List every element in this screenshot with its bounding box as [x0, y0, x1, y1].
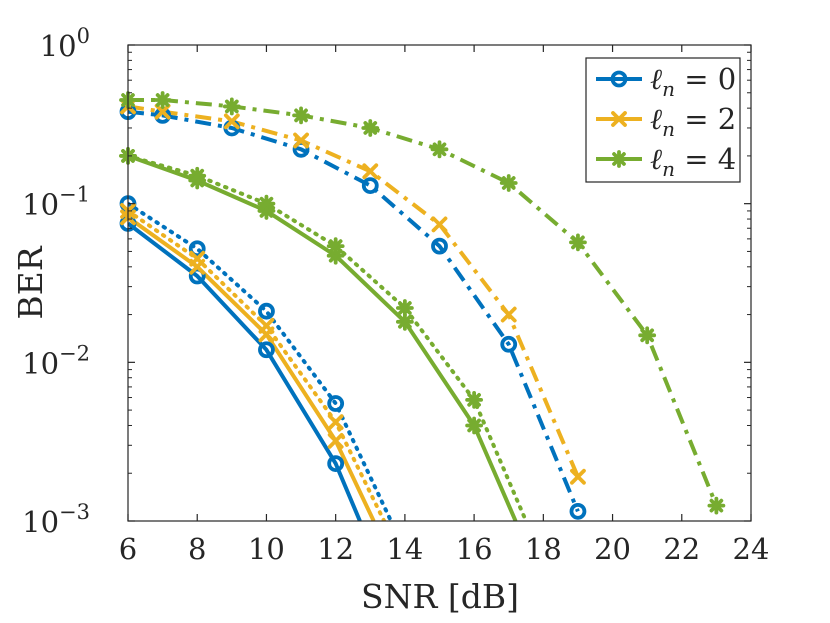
data-point-5-7 [570, 468, 586, 485]
y-axis-label: BER [11, 245, 50, 319]
data-point-4-2 [258, 317, 275, 334]
legend-marker-0 [610, 70, 628, 88]
data-point-8-1 [153, 91, 172, 109]
series-line-0 [128, 221, 362, 521]
x-tick-label-8: 22 [663, 532, 700, 566]
x-tick-label-5: 16 [456, 532, 493, 566]
legend-entry-2: ℓn = 4 [596, 142, 736, 181]
x-axis-label: SNR [dB] [361, 577, 519, 616]
data-point-7-1 [188, 166, 207, 185]
data-point-8-6 [499, 174, 518, 192]
legend-entry-0: ℓn = 0 [596, 62, 736, 101]
data-point-5-6 [500, 306, 517, 323]
data-point-5-5 [431, 216, 448, 233]
x-tick-label-7: 20 [594, 532, 631, 566]
x-tick-label-3: 12 [317, 532, 354, 566]
data-point-4-1 [189, 250, 206, 267]
marker-layer [119, 91, 726, 520]
data-point-8-5 [430, 140, 449, 159]
x-tick-label-9: 24 [733, 532, 770, 566]
axes [127, 44, 752, 522]
data-point-8-4 [361, 119, 380, 137]
series-line-8 [128, 98, 719, 507]
data-point-8-7 [569, 233, 587, 252]
data-point-6-4 [395, 312, 414, 331]
data-point-7-5 [465, 390, 484, 409]
legend: ℓn = 0ℓn = 2ℓn = 4 [585, 57, 741, 183]
legend-label-2: ℓn = 4 [650, 142, 736, 181]
x-tick-label-1: 8 [188, 532, 206, 566]
data-point-5-4 [362, 163, 379, 180]
x-tick-label-4: 14 [386, 532, 423, 566]
series-line-2 [128, 109, 580, 513]
data-point-8-9 [707, 496, 726, 515]
series-line-5 [128, 104, 580, 478]
data-point-8-8 [638, 326, 657, 345]
data-point-5-2 [223, 113, 240, 130]
legend-marker-2 [610, 150, 628, 168]
data-point-7-4 [395, 299, 414, 317]
data-point-7-2 [257, 194, 276, 213]
legend-marker-1 [611, 111, 627, 127]
x-tick-label-0: 6 [119, 532, 137, 566]
data-point-0-2 [258, 341, 275, 359]
data-point-0-1 [188, 267, 206, 285]
data-point-0-3 [327, 455, 345, 473]
data-point-5-3 [293, 132, 309, 149]
data-point-2-5 [431, 237, 448, 255]
legend-entry-1: ℓn = 2 [596, 102, 736, 141]
data-point-2-4 [361, 177, 379, 194]
x-tick-label-2: 10 [248, 532, 285, 566]
data-point-8-2 [222, 97, 241, 116]
data-point-2-6 [500, 335, 518, 353]
data-point-3-3 [327, 432, 344, 449]
legend-label-1: ℓn = 2 [650, 102, 736, 141]
data-point-1-2 [258, 302, 275, 320]
legend-label-0: ℓn = 0 [650, 62, 736, 101]
x-tick-label-6: 18 [525, 532, 562, 566]
data-point-1-1 [188, 240, 206, 258]
data-point-5-1 [154, 103, 171, 120]
data-point-7-3 [326, 237, 345, 256]
axes-box [127, 44, 752, 522]
data-point-6-3 [326, 246, 345, 265]
series-line-1 [128, 201, 393, 521]
data-point-2-7 [569, 502, 587, 520]
data-point-6-5 [465, 416, 484, 435]
data-point-4-3 [327, 414, 344, 431]
data-point-8-3 [292, 106, 310, 125]
data-point-1-3 [327, 395, 345, 412]
